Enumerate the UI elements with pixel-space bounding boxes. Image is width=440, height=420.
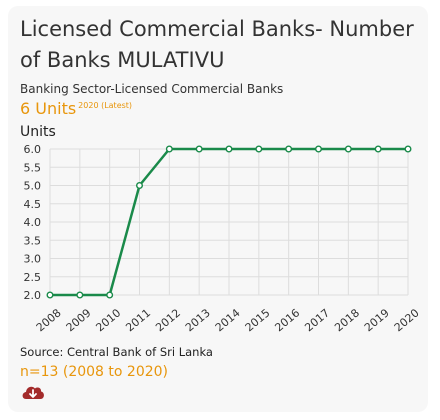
data-point [375, 146, 381, 152]
x-tick-label: 2013 [183, 306, 213, 334]
data-point [346, 146, 352, 152]
x-tick-label: 2016 [273, 306, 303, 334]
y-tick-label: 3.0 [24, 253, 42, 266]
data-point [286, 146, 292, 152]
data-point [256, 146, 262, 152]
data-point [137, 183, 143, 189]
y-tick-label: 2.5 [24, 271, 42, 284]
x-tick-label: 2012 [153, 306, 183, 334]
x-tick-label: 2015 [243, 306, 273, 334]
y-tick-label: 5.0 [24, 180, 42, 193]
source-text: Source: Central Bank of Sri Lanka [20, 345, 213, 359]
x-tick-label: 2009 [64, 306, 94, 334]
x-tick-label: 2020 [392, 306, 422, 334]
data-point [226, 146, 232, 152]
y-tick-label: 6.0 [24, 143, 42, 156]
y-tick-label: 2.0 [24, 289, 42, 302]
y-tick-label: 4.0 [24, 216, 42, 229]
x-tick-label: 2010 [94, 306, 124, 334]
y-tick-label: 3.5 [24, 234, 42, 247]
data-point [107, 292, 113, 298]
y-tick-label: 4.5 [24, 198, 42, 211]
data-point [405, 146, 411, 152]
y-tick-label: 5.5 [24, 161, 42, 174]
data-point [77, 292, 83, 298]
data-point [47, 292, 53, 298]
x-tick-label: 2011 [123, 306, 153, 334]
chart-card: Licensed Commercial Banks- Number of Ban… [8, 6, 428, 412]
observation-count: n=13 (2008 to 2020) [20, 364, 168, 380]
x-tick-label: 2008 [34, 306, 64, 334]
x-tick-label: 2018 [332, 306, 362, 334]
x-tick-label: 2019 [362, 306, 392, 334]
data-point [316, 146, 322, 152]
data-point [167, 146, 173, 152]
x-tick-label: 2017 [302, 306, 332, 334]
x-tick-label: 2014 [213, 306, 243, 334]
cloud-download-icon[interactable] [20, 382, 46, 404]
data-point [196, 146, 202, 152]
